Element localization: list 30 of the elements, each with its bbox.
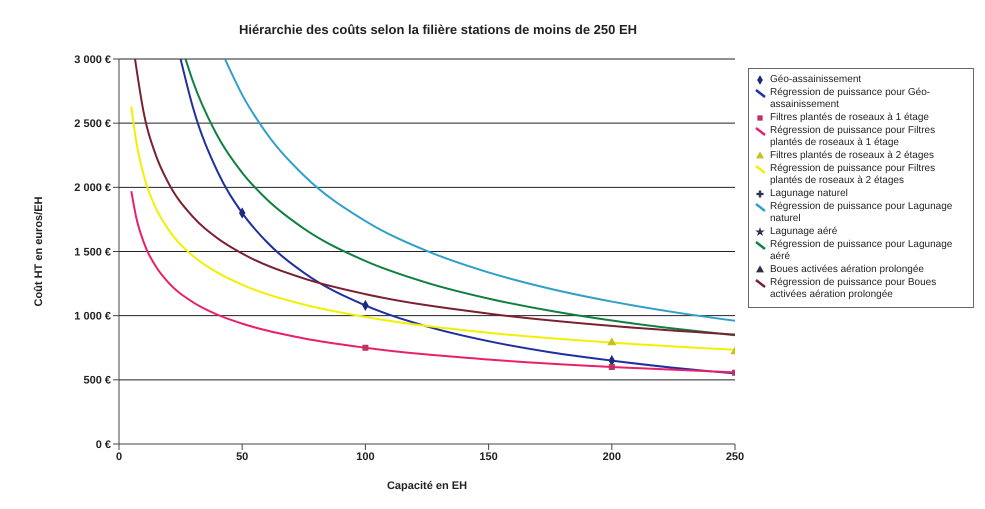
x-tick-label: 0 bbox=[116, 450, 122, 463]
x-tick-label: 50 bbox=[236, 450, 248, 463]
y-tick-label: 0 € bbox=[96, 438, 111, 451]
legend-label: Filtres plantés de roseaux à 2 étages bbox=[770, 150, 934, 162]
y-tick-label: 2 000 € bbox=[74, 182, 111, 194]
legend-label: Filtres plantés de roseaux à 1 étage bbox=[770, 112, 929, 124]
x-tick-label: 150 bbox=[479, 450, 498, 463]
legend-label: Boues activées aération prolongée bbox=[770, 264, 924, 276]
y-tick-label: 3 000 € bbox=[74, 54, 111, 66]
legend-label: Régression de puissance pour Boues activées aération prolongée bbox=[770, 277, 938, 301]
legend-label: Régression de puissance pour Filtres plantés de roseaux à 2 étages bbox=[770, 163, 936, 187]
legend-label: Régression de puissance pour Lagunage aéré bbox=[770, 239, 954, 263]
y-tick-label: 1 000 € bbox=[74, 310, 111, 323]
x-tick-label: 200 bbox=[602, 450, 621, 463]
legend-label: Régression de puissance pour Filtres plantés de roseaux à 1 étage bbox=[770, 125, 936, 149]
x-tick-label: 100 bbox=[356, 450, 375, 463]
y-tick-label: 500 € bbox=[83, 374, 111, 387]
x-axis-title: Capacité en EH bbox=[386, 480, 468, 492]
y-axis-title: Coût HT en euros/EH bbox=[32, 196, 45, 307]
legend-label: Régression de puissance pour Géo-assainissement bbox=[770, 87, 932, 111]
point bbox=[362, 344, 368, 351]
legend-label: Régression de puissance pour Lagunage naturel bbox=[770, 201, 954, 225]
y-tick-label: 2 500 € bbox=[74, 118, 111, 130]
y-tick-label: 1 500 € bbox=[74, 246, 111, 258]
point bbox=[608, 364, 615, 370]
legend-label: Lagunage aéré bbox=[770, 226, 838, 238]
chart-title: Hiérarchie des coûts selon la filière stations de moins de 250 EH bbox=[238, 22, 638, 37]
legend-label: Lagunage naturel bbox=[770, 188, 848, 200]
legend-label: Géo-assainissement bbox=[770, 74, 862, 86]
x-tick-label: 250 bbox=[726, 450, 744, 463]
